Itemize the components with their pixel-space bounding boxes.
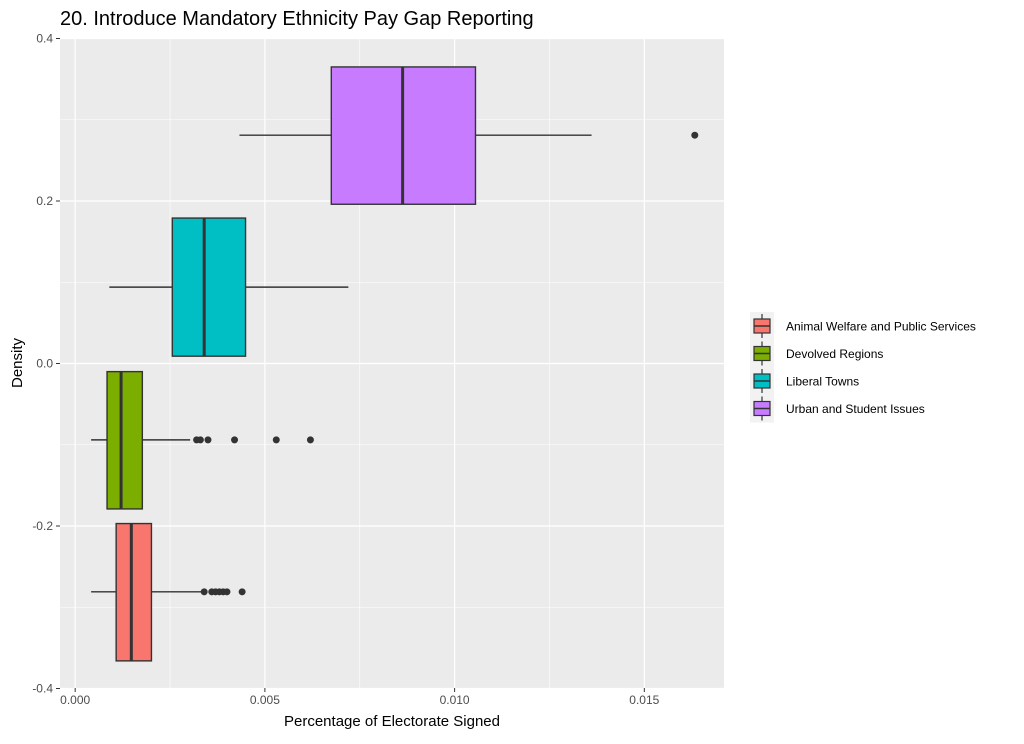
x-tick-label: 0.015 [629,693,659,707]
outlier-point [272,436,280,444]
boxplot-devolved-regions [91,370,314,510]
boxplot-liberal-towns [109,217,349,357]
y-axis-label: Density [9,337,26,388]
legend-label: Liberal Towns [786,375,859,389]
x-tick-label: 0.005 [250,693,280,707]
outlier-point [200,588,208,596]
legend-label: Devolved Regions [786,347,883,361]
x-axis-label: Percentage of Electorate Signed [284,713,500,730]
outlier-point [204,436,212,444]
y-tick-label: 0.4 [36,32,53,46]
y-tick-label: 0.2 [36,194,53,208]
legend-label: Urban and Student Issues [786,402,925,416]
outlier-point [196,436,204,444]
legend: Animal Welfare and Public Services Devolv… [750,312,976,423]
y-tick-label: -0.4 [32,682,53,696]
outlier-point [231,436,239,444]
boxplot-urban-and-student-issues [239,66,699,205]
outlier-point [238,588,246,596]
box [115,522,153,662]
x-tick-label: 0.010 [440,693,470,707]
chart-title: 20. Introduce Mandatory Ethnicity Pay Ga… [60,8,534,30]
outlier-point [691,131,699,139]
legend-item: Animal Welfare and Public Services [750,312,976,340]
outlier-point [306,436,314,444]
legend-label: Animal Welfare and Public Services [786,320,976,334]
box [106,370,144,510]
legend-item: Liberal Towns [750,367,859,395]
legend-item: Urban and Student Issues [750,394,925,423]
boxplot-animal-welfare-and-public-services [91,522,246,662]
y-tick-label: 0.0 [36,357,53,371]
x-tick-label: 0.000 [60,693,90,707]
y-tick-label: -0.2 [32,519,53,533]
legend-item: Devolved Regions [750,339,883,368]
box [171,217,247,357]
outlier-point [223,588,231,596]
